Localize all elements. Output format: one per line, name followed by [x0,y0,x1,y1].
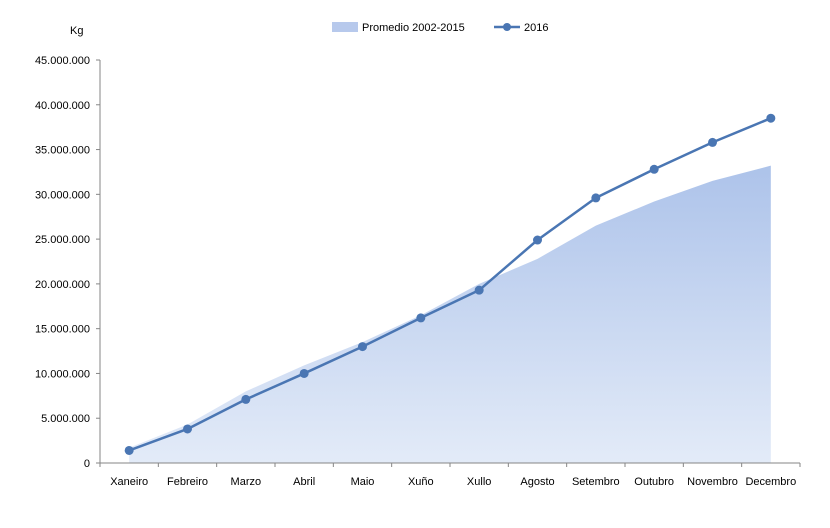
y-tick-label: 40.000.000 [35,100,90,112]
line-series-2016 [128,117,772,452]
data-point-2016 [591,193,601,203]
y-tick-label: 0 [84,458,90,470]
data-point-2016 [299,368,309,378]
data-point-2016 [649,164,659,174]
axes-layer: 0 5.000.000 10.000.000 15.000.000 20.000.000… [35,55,801,488]
legend: Promedio 2002-2015 2016 [332,22,548,34]
x-tick-label: Decembro [745,476,796,488]
legend-marker-2016 [503,23,511,31]
y-tick-label: 35.000.000 [35,145,90,157]
legend-label-2016: 2016 [524,22,548,34]
data-point-2016 [533,235,542,245]
data-point-2016 [241,394,251,404]
area-series-promedio [129,165,771,464]
x-tick-label: Xullo [467,476,491,488]
y-tick-label: 30.000.000 [35,189,90,201]
x-tick-label: Xaneiro [110,476,148,488]
y-tick-label: 15.000.000 [35,324,90,336]
y-tick-label: 20.000.000 [35,279,90,291]
y-tick-label: 5.000.000 [41,413,90,425]
data-point-2016 [474,285,484,295]
data-point-2016 [124,445,134,455]
x-tick-label: Abril [293,476,315,488]
legend-label-promedio: Promedio 2002-2015 [362,22,465,34]
y-tick-label: 45.000.000 [35,55,90,67]
x-tick-label: Novembro [687,476,738,488]
data-point-2016 [766,113,776,123]
x-tick-label: Febreiro [167,476,208,488]
data-point-2016 [358,342,367,352]
x-tick-label: Marzo [231,476,262,488]
x-tick-label: Maio [351,476,375,488]
y-tick-label: 25.000.000 [35,234,90,246]
x-tick-label: Agosto [520,476,554,488]
x-tick-label: Setembro [572,476,620,488]
legend-swatch-promedio [332,22,358,32]
area-layer [129,165,771,464]
data-point-2016 [183,424,192,434]
data-point-2016 [416,313,426,323]
x-tick-label: Xuño [408,476,434,488]
y-tick-label: 10.000.000 [35,368,90,380]
line-layer [124,113,776,455]
x-tick-label: Outubro [634,476,674,488]
y-axis-unit-label: Kg [70,25,83,37]
data-point-2016 [708,137,717,147]
